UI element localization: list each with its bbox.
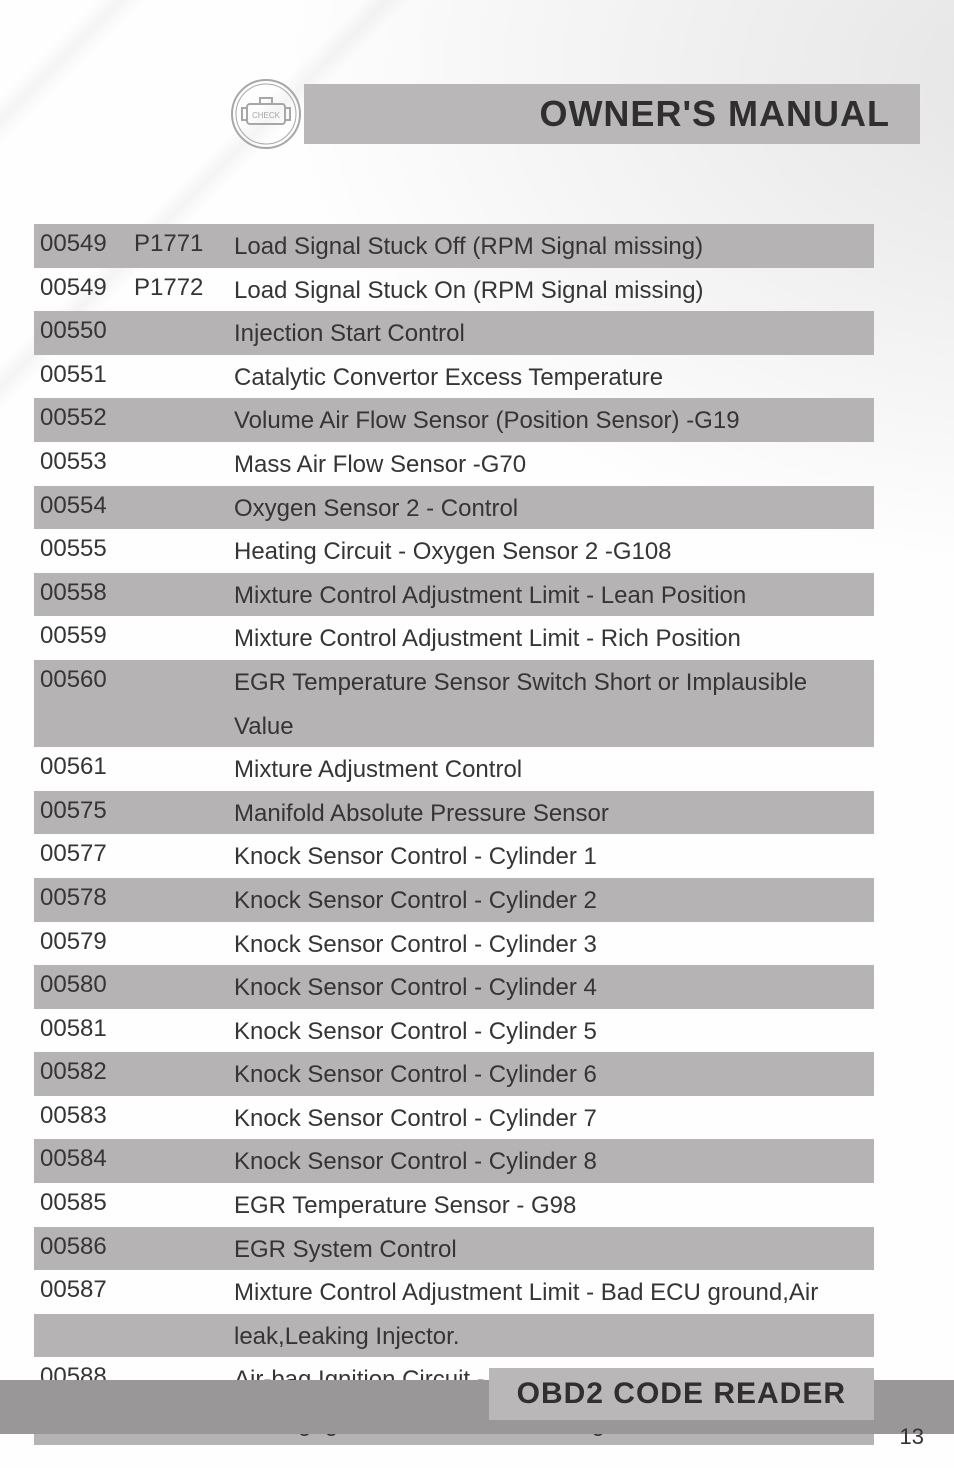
badge-text: CHECK <box>252 111 281 120</box>
table-row: 00583 Knock Sensor Control - Cylinder 7 <box>34 1096 874 1140</box>
desc-cell: Injection Start Control <box>234 317 874 351</box>
code-cell: 00550 <box>34 317 134 345</box>
code-cell: 00585 <box>34 1189 134 1217</box>
code-cell: 00578 <box>34 884 134 912</box>
table-row: 00582 Knock Sensor Control - Cylinder 6 <box>34 1052 874 1096</box>
desc-cell: Load Signal Stuck On (RPM Signal missing… <box>234 274 874 308</box>
table-row: 00549P1771Load Signal Stuck Off (RPM Sig… <box>34 224 874 268</box>
code-cell: 00580 <box>34 971 134 999</box>
footer-title: OBD2 CODE READER <box>489 1368 874 1420</box>
pcode-cell: P1772 <box>134 274 234 302</box>
table-row: 00578 Knock Sensor Control - Cylinder 2 <box>34 878 874 922</box>
desc-cell: Knock Sensor Control - Cylinder 8 <box>234 1145 874 1179</box>
desc-cell: Knock Sensor Control - Cylinder 7 <box>234 1102 874 1136</box>
table-row: 00553 Mass Air Flow Sensor -G70 <box>34 442 874 486</box>
desc-cell: Knock Sensor Control - Cylinder 4 <box>234 971 874 1005</box>
code-cell: 00581 <box>34 1015 134 1043</box>
desc-cell: EGR System Control <box>234 1233 874 1267</box>
code-cell: 00558 <box>34 579 134 607</box>
desc-cell: Mixture Adjustment Control <box>234 753 874 787</box>
check-engine-badge: CHECK <box>230 78 302 150</box>
pcode-cell: P1771 <box>134 230 234 258</box>
code-cell: 00561 <box>34 753 134 781</box>
table-row: 00587 Mixture Control Adjustment Limit - … <box>34 1270 874 1314</box>
table-row: Value <box>34 704 874 748</box>
table-row: 00559 Mixture Control Adjustment Limit - … <box>34 616 874 660</box>
desc-cell: Knock Sensor Control - Cylinder 1 <box>234 840 874 874</box>
code-cell: 00586 <box>34 1233 134 1261</box>
table-row: 00586 EGR System Control <box>34 1227 874 1271</box>
desc-cell: Knock Sensor Control - Cylinder 6 <box>234 1058 874 1092</box>
code-cell: 00584 <box>34 1145 134 1173</box>
table-row: 00579 Knock Sensor Control - Cylinder 3 <box>34 922 874 966</box>
code-cell: 00582 <box>34 1058 134 1086</box>
table-row: 00575 Manifold Absolute Pressure Sensor <box>34 791 874 835</box>
table-row: 00558 Mixture Control Adjustment Limit - … <box>34 573 874 617</box>
table-row: 00550 Injection Start Control <box>34 311 874 355</box>
table-row: leak,Leaking Injector. <box>34 1314 874 1358</box>
header-title: OWNER'S MANUAL <box>539 93 890 135</box>
desc-cell: EGR Temperature Sensor - G98 <box>234 1189 874 1223</box>
code-cell: 00555 <box>34 535 134 563</box>
code-cell: 00549 <box>34 274 134 302</box>
table-row: 00555 Heating Circuit - Oxygen Sensor 2 -… <box>34 529 874 573</box>
desc-cell: Load Signal Stuck Off (RPM Signal missin… <box>234 230 874 264</box>
table-row: 00561 Mixture Adjustment Control <box>34 747 874 791</box>
code-cell: 00553 <box>34 448 134 476</box>
desc-cell: Knock Sensor Control - Cylinder 3 <box>234 928 874 962</box>
table-row: 00552 Volume Air Flow Sensor (Position Se… <box>34 398 874 442</box>
desc-cell: Oxygen Sensor 2 - Control <box>234 492 874 526</box>
desc-cell: Volume Air Flow Sensor (Position Sensor)… <box>234 404 874 438</box>
desc-cell: Manifold Absolute Pressure Sensor <box>234 797 874 831</box>
code-cell: 00554 <box>34 492 134 520</box>
code-cell: 00552 <box>34 404 134 432</box>
page-header: CHECK OWNER'S MANUAL <box>304 84 920 144</box>
code-cell: 00549 <box>34 230 134 258</box>
code-cell: 00587 <box>34 1276 134 1304</box>
table-row: 00560 EGR Temperature Sensor Switch Short… <box>34 660 874 704</box>
table-row: 00577 Knock Sensor Control - Cylinder 1 <box>34 834 874 878</box>
table-row: 00554 Oxygen Sensor 2 - Control <box>34 486 874 530</box>
table-row: 00551 Catalytic Convertor Excess Temperat… <box>34 355 874 399</box>
code-cell: 00551 <box>34 361 134 389</box>
code-table: 00549P1771Load Signal Stuck Off (RPM Sig… <box>34 224 874 1445</box>
code-cell: 00575 <box>34 797 134 825</box>
code-cell: 00577 <box>34 840 134 868</box>
desc-cell: Mass Air Flow Sensor -G70 <box>234 448 874 482</box>
desc-cell: Knock Sensor Control - Cylinder 5 <box>234 1015 874 1049</box>
code-cell: 00583 <box>34 1102 134 1130</box>
desc-cell: Value <box>234 710 874 744</box>
table-row: 00585 EGR Temperature Sensor - G98 <box>34 1183 874 1227</box>
code-cell: 00560 <box>34 666 134 694</box>
table-row: 00581 Knock Sensor Control - Cylinder 5 <box>34 1009 874 1053</box>
code-cell: 00559 <box>34 622 134 650</box>
page-number: 13 <box>900 1424 924 1450</box>
desc-cell: Mixture Control Adjustment Limit - Bad E… <box>234 1276 874 1310</box>
table-row: 00584 Knock Sensor Control - Cylinder 8 <box>34 1139 874 1183</box>
desc-cell: Catalytic Convertor Excess Temperature <box>234 361 874 395</box>
table-row: 00580 Knock Sensor Control - Cylinder 4 <box>34 965 874 1009</box>
desc-cell: Mixture Control Adjustment Limit - Lean … <box>234 579 874 613</box>
table-row: 00549P1772Load Signal Stuck On (RPM Sign… <box>34 268 874 312</box>
desc-cell: leak,Leaking Injector. <box>234 1320 874 1354</box>
desc-cell: Heating Circuit - Oxygen Sensor 2 -G108 <box>234 535 874 569</box>
desc-cell: Mixture Control Adjustment Limit - Rich … <box>234 622 874 656</box>
desc-cell: EGR Temperature Sensor Switch Short or I… <box>234 666 874 700</box>
desc-cell: Knock Sensor Control - Cylinder 2 <box>234 884 874 918</box>
code-cell: 00579 <box>34 928 134 956</box>
